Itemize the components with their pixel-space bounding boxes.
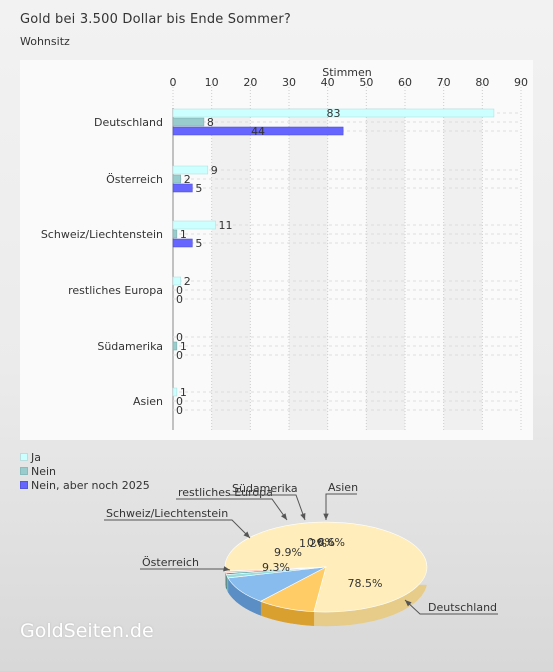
legend-label-nein-aber: Nein, aber noch 2025: [31, 478, 150, 492]
callout-arrow: [405, 600, 412, 607]
category-label: Schweiz/Liechtenstein: [41, 228, 163, 241]
bar-nein: [172, 117, 205, 127]
x-tick-label: 0: [170, 76, 177, 89]
site-logo: GoldSeiten.de: [20, 620, 154, 642]
bar-value-label: 0: [176, 293, 183, 306]
callout-label: Schweiz/Liechtenstein: [106, 507, 228, 520]
callout-arrow: [281, 513, 287, 520]
bar-value-label: 2: [184, 275, 191, 288]
category-label: Deutschland: [94, 116, 163, 129]
grid-band: [366, 108, 405, 430]
callout-arrow: [223, 566, 230, 572]
bar-ja: [172, 220, 216, 230]
bar-nein-aber-noch-2025: [172, 238, 193, 248]
bar-value-label: 11: [219, 219, 233, 232]
legend-swatch-ja: [20, 453, 28, 461]
bar-value-label: 5: [195, 182, 202, 195]
pie-pct-label: 0.6%: [317, 536, 345, 549]
x-tick-label: 10: [205, 76, 219, 89]
bar-value-label: 9: [211, 164, 218, 177]
callout-label: Deutschland: [428, 601, 497, 614]
callout-arrow: [300, 513, 306, 520]
category-label: Asien: [133, 395, 163, 408]
callout-label: Österreich: [142, 556, 199, 569]
bar-value-label: 44: [251, 125, 265, 138]
category-label: Österreich: [106, 173, 163, 186]
callout-label: Asien: [328, 481, 358, 494]
x-axis-title: Stimmen: [322, 66, 372, 79]
bar-value-label: 1: [180, 386, 187, 399]
bar-nein-aber-noch-2025: [172, 183, 193, 193]
bar-nein-aber-noch-2025: [172, 126, 344, 136]
callout-line: [176, 498, 288, 521]
pie-slice-asien: [225, 566, 327, 574]
legend-label-ja: Ja: [31, 450, 41, 464]
callout-line: [404, 599, 498, 615]
category-label: Südamerika: [97, 340, 163, 353]
callout-line: [140, 568, 231, 571]
legend-swatch-nein-aber: [20, 481, 28, 489]
pie-pct-label: 9.9%: [274, 546, 302, 559]
page-title: Gold bei 3.500 Dollar bis Ende Sommer?: [20, 12, 291, 27]
legend: Ja Nein Nein, aber noch 2025: [20, 450, 150, 492]
x-tick-label: 30: [282, 76, 296, 89]
bar-value-label: 0: [176, 349, 183, 362]
pie-pct-label: 0.6%: [307, 536, 335, 549]
x-tick-label: 40: [321, 76, 335, 89]
page-subtitle: Wohnsitz: [20, 35, 70, 48]
x-tick-label: 90: [514, 76, 528, 89]
grid-band: [289, 108, 328, 430]
callout-line: [325, 493, 357, 520]
bar-value-label: 1: [180, 228, 187, 241]
x-tick-label: 70: [437, 76, 451, 89]
x-tick-label: 80: [475, 76, 489, 89]
legend-label-nein: Nein: [31, 464, 57, 478]
bar-ja: [172, 108, 495, 118]
pie-pct-label: 1.2%: [299, 537, 327, 550]
legend-item-nein: Nein: [20, 464, 150, 478]
legend-item-ja: Ja: [20, 450, 150, 464]
bar-nein: [172, 174, 181, 184]
bar-value-label: 0: [176, 284, 183, 297]
callout-label: restliches Europa: [178, 486, 273, 499]
bar-value-label: 83: [326, 107, 340, 120]
category-label: restliches Europa: [68, 284, 163, 297]
bar-value-label: 0: [176, 395, 183, 408]
grid-band: [211, 108, 251, 430]
grid-band: [443, 108, 483, 430]
bar-ja: [172, 276, 181, 286]
x-tick-label: 50: [359, 76, 373, 89]
bar-value-label: 1: [180, 340, 187, 353]
callout-arrow: [323, 513, 329, 520]
bar-value-label: 8: [207, 116, 214, 129]
bar-value-label: 5: [195, 237, 202, 250]
bar-value-label: 0: [176, 331, 183, 344]
bar-ja: [172, 387, 178, 397]
bar-nein: [172, 341, 178, 351]
bar-ja: [172, 165, 209, 175]
legend-swatch-nein: [20, 467, 28, 475]
bar-nein: [172, 229, 178, 239]
x-tick-label: 60: [398, 76, 412, 89]
callout-label: Südamerika: [232, 482, 298, 495]
legend-item-nein-aber: Nein, aber noch 2025: [20, 478, 150, 492]
callout-arrow: [243, 531, 250, 538]
callout-line: [230, 494, 306, 521]
pie-pct-label: 9.3%: [262, 561, 290, 574]
callout-line: [104, 519, 251, 539]
bar-value-label: 0: [176, 404, 183, 417]
bar-value-label: 2: [184, 173, 191, 186]
x-tick-label: 20: [243, 76, 257, 89]
pie-pct-label: 78.5%: [348, 577, 383, 590]
pie-slice-deutschland: [224, 521, 428, 613]
